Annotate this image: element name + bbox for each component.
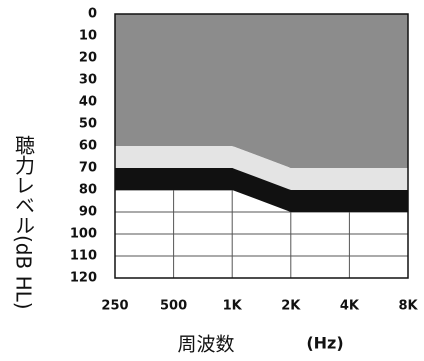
x-tick-label: 2K [281, 299, 301, 314]
y-axis-label: 聴力レベル(dB HL) [12, 135, 36, 310]
area-band [115, 146, 408, 190]
y-tick-label: 90 [79, 205, 97, 220]
x-tick-label: 4K [340, 299, 360, 314]
y-tick-label: 60 [79, 139, 97, 154]
x-tick-label: 500 [160, 299, 187, 314]
y-tick-label: 20 [79, 51, 97, 66]
y-tick-label: 10 [79, 29, 97, 44]
y-tick-label: 70 [79, 161, 97, 176]
x-tick-label: 1K [223, 299, 243, 314]
x-tick-label: 8K [398, 299, 418, 314]
y-tick-label: 120 [70, 271, 97, 286]
x-axis-unit: (Hz) [306, 334, 343, 353]
y-tick-label: 40 [79, 95, 97, 110]
plot-frame [114, 13, 409, 279]
y-tick-label: 30 [79, 73, 97, 88]
x-tick-label: 250 [101, 299, 128, 314]
y-tick-label: 80 [79, 183, 97, 198]
x-axis-label: 周波数 [177, 334, 234, 356]
area-band [115, 168, 408, 212]
y-tick-label: 110 [70, 249, 97, 264]
y-tick-label: 100 [70, 227, 97, 242]
y-tick-label: 0 [88, 7, 97, 22]
y-tick-label: 50 [79, 117, 97, 132]
area-band [115, 14, 408, 168]
